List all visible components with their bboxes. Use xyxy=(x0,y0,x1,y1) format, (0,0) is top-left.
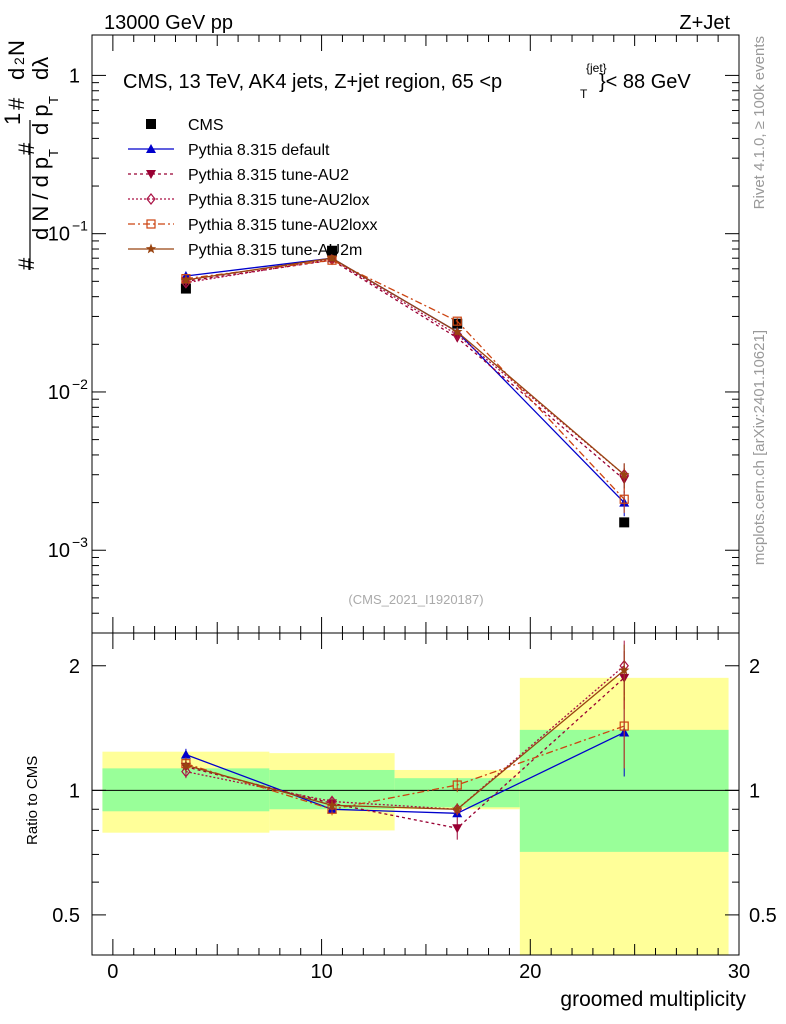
legend-marker xyxy=(146,219,156,229)
xtick-label: 20 xyxy=(519,961,541,983)
data-point xyxy=(619,517,630,528)
svg-text:#: # xyxy=(14,142,39,155)
series-cms xyxy=(180,245,630,528)
ratio-point xyxy=(326,799,338,810)
legend-label: Pythia 8.315 tune-AU2m xyxy=(188,242,362,259)
ratio-line xyxy=(185,665,625,810)
main-ytick-exponent: −1 xyxy=(72,218,88,234)
series-pythia-8-315-default xyxy=(180,253,630,517)
legend-marker xyxy=(146,193,156,205)
ratio-point xyxy=(619,721,629,731)
main-ytick-label: 1 xyxy=(69,65,80,87)
legend-label: CMS xyxy=(188,117,224,134)
data-point xyxy=(181,276,191,289)
legend-marker xyxy=(146,119,156,129)
svg-text:dλ: dλ xyxy=(28,57,53,80)
legend-entry: Pythia 8.315 tune-AU2m xyxy=(128,242,362,259)
ratio-panel-frame xyxy=(91,632,740,956)
legend-marker xyxy=(146,170,156,179)
xtick-label: 0 xyxy=(107,961,118,983)
data-point xyxy=(452,316,462,326)
series-pythia-8-315-tune-au2 xyxy=(180,256,630,494)
main-title-sup: {jet} xyxy=(586,61,607,75)
legend-entry: Pythia 8.315 tune-AU2lox xyxy=(128,192,369,209)
data-point xyxy=(327,245,338,256)
mcplots-reference-label: mcplots.cern.ch [arXiv:2401.10621] xyxy=(751,330,768,565)
legend-label: Pythia 8.315 tune-AU2 xyxy=(188,167,349,184)
data-point xyxy=(452,328,463,341)
svg-text:T: T xyxy=(46,96,61,104)
series-pythia-8-315-tune-au2m xyxy=(180,252,630,489)
series-line xyxy=(185,259,625,480)
xtick-label: 10 xyxy=(310,961,332,983)
header-energy-label: 13000 GeV pp xyxy=(104,12,233,34)
svg-text:#: # xyxy=(4,97,29,110)
legend-entry: CMS xyxy=(146,117,224,134)
legend-marker xyxy=(146,144,156,153)
series-line xyxy=(185,257,625,504)
series-line xyxy=(185,259,625,500)
xaxis-label: groomed multiplicity xyxy=(560,988,746,1011)
ratio-line xyxy=(185,677,625,829)
ratio-point xyxy=(452,824,463,834)
ratio-point xyxy=(452,803,463,814)
legend-entry: Pythia 8.315 tune-AU2 xyxy=(128,167,349,184)
ratio-point xyxy=(180,749,191,759)
svg-text:N: N xyxy=(4,40,29,56)
ratio-ytick-label-right: 0.5 xyxy=(749,905,777,927)
svg-text:d p: d p xyxy=(28,104,53,135)
main-ytick-exponent: −3 xyxy=(72,534,88,550)
series-line xyxy=(185,257,625,476)
series-pythia-8-315-tune-au2lox xyxy=(181,253,629,489)
main-ylabel: # d N / d p T # 1 # d p T d 2 N dλ xyxy=(0,40,61,270)
series-line xyxy=(185,258,625,476)
main-ytick-label: 10 xyxy=(48,224,70,246)
main-ytick-label: 10 xyxy=(48,540,70,562)
main-title: CMS, 13 TeV, AK4 jets, Z+jet region, 65 … xyxy=(123,71,502,93)
svg-text:d: d xyxy=(4,68,29,80)
rivet-version-label: Rivet 4.1.0, ≥ 100k events xyxy=(751,36,768,209)
data-point xyxy=(619,494,629,504)
ratio-point xyxy=(452,780,462,790)
svg-text:T: T xyxy=(46,149,61,157)
main-ytick-exponent: −2 xyxy=(72,376,88,392)
svg-text:d N / d p: d N / d p xyxy=(28,157,53,240)
analysis-id-label: (CMS_2021_I1920187) xyxy=(348,592,483,607)
ratio-line xyxy=(185,669,625,810)
data-point xyxy=(452,326,463,337)
ratio-ytick-label: 0.5 xyxy=(52,905,80,927)
data-point xyxy=(180,274,192,285)
legend-label: Pythia 8.315 default xyxy=(188,142,330,159)
ratio-point xyxy=(180,759,192,770)
header-process-label: Z+Jet xyxy=(679,12,730,34)
ratio-ytick-label-right: 1 xyxy=(749,780,760,802)
legend-marker xyxy=(145,243,157,254)
legend: CMS Pythia 8.315 default Pythia 8.315 tune… xyxy=(128,117,377,259)
ratio-point xyxy=(619,664,630,675)
data-point xyxy=(619,469,630,480)
legend-entry: Pythia 8.315 default xyxy=(128,142,330,159)
main-title-end: }< 88 GeV xyxy=(599,71,691,93)
svg-text:1: 1 xyxy=(0,113,25,125)
ratio-line xyxy=(185,731,625,814)
svg-text:2: 2 xyxy=(11,57,27,65)
ratio-point xyxy=(181,765,191,778)
ratio-line xyxy=(185,725,625,810)
data-point xyxy=(326,252,338,263)
xtick-label: 30 xyxy=(728,961,750,983)
legend-label: Pythia 8.315 tune-AU2loxx xyxy=(188,217,377,234)
ratio-ylabel: Ratio to CMS xyxy=(24,756,41,845)
ratio-ytick-label: 2 xyxy=(69,656,80,678)
series-pythia-8-315-tune-au2loxx xyxy=(181,255,629,513)
ratio-ytick-label: 1 xyxy=(69,780,80,802)
svg-text:#: # xyxy=(14,257,39,270)
main-title-sub: T xyxy=(580,87,588,101)
legend-label: Pythia 8.315 tune-AU2lox xyxy=(188,192,369,209)
main-ytick-label: 10 xyxy=(48,382,70,404)
ratio-ytick-label-right: 2 xyxy=(749,656,760,678)
legend-entry: Pythia 8.315 tune-AU2loxx xyxy=(128,217,377,234)
ratio-series-pythia-8-315-tune-au2m xyxy=(180,644,630,816)
